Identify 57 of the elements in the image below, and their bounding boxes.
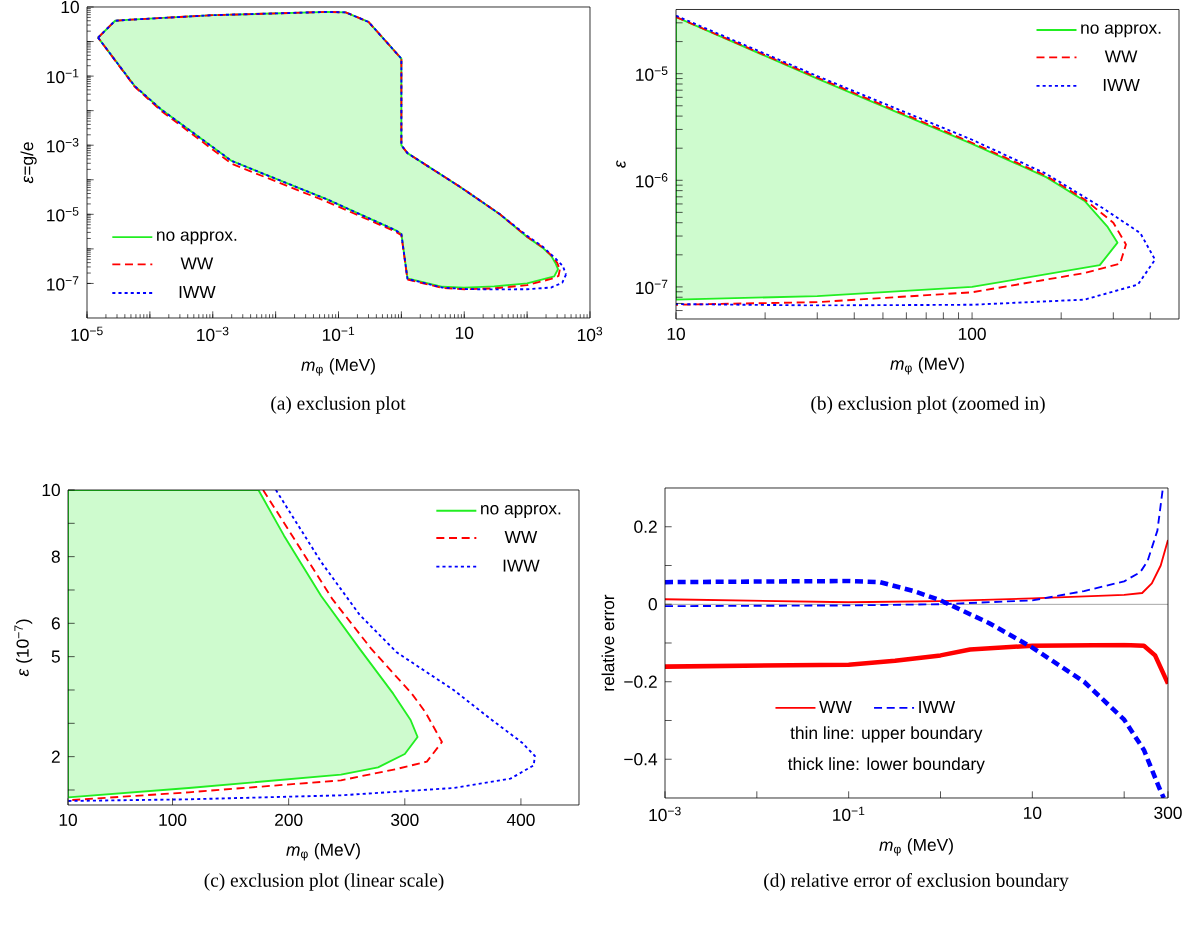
legend-label: WW xyxy=(819,700,852,713)
y-tick-label: 5 xyxy=(51,650,60,663)
y-tick-label: 10$^{−3}$ xyxy=(47,138,79,153)
y-tick-label: 0 xyxy=(648,598,657,611)
legend-label: no approx. xyxy=(481,505,561,518)
legend-label: no approx. xyxy=(1081,24,1161,38)
y-axis-title: ε xyxy=(616,160,626,168)
x-tick-label: 300 xyxy=(1154,806,1182,819)
x-tick-label: 10$^{−1}$ xyxy=(833,806,865,822)
y-tick-label: 10$^{−7}$ xyxy=(636,279,668,295)
x-axis-title: m$_{φ}$ (MeV) xyxy=(879,838,953,856)
text: (d) relative error of exclusion boundary xyxy=(764,873,1069,891)
text: (a) exclusion plot xyxy=(271,396,406,414)
y-tick-label: 10$^{−6}$ xyxy=(636,173,668,188)
legend-label: WW xyxy=(180,257,214,270)
y-tick-label: 10$^{−5}$ xyxy=(636,66,668,81)
text: (b) exclusion plot (zoomed in) xyxy=(811,396,1045,414)
y-tick-label: 10$^{−5}$ xyxy=(47,207,79,222)
x-axis-title: m$_{φ}$ (MeV) xyxy=(301,358,375,376)
y-tick-label: 10$^{−1}$ xyxy=(47,68,79,84)
x-axis-title: m$_{φ}$ (MeV) xyxy=(890,357,964,375)
x-tick-label: 200 xyxy=(275,813,303,826)
legend-label: IWW xyxy=(503,559,540,572)
y-tick-label: 10$^{−7}$ xyxy=(47,276,79,291)
x-tick-label: 10$^{−5}$ xyxy=(71,326,103,342)
legend-label: IWW xyxy=(179,286,216,298)
x-tick-label: 10$^{−1}$ xyxy=(322,326,355,342)
x-tick-label: 10$^{3}$ xyxy=(577,326,603,342)
y-tick-label: 0.2 xyxy=(634,520,657,533)
legend-label: IWW xyxy=(1103,78,1140,91)
x-tick-label: 10 xyxy=(667,327,685,340)
legend-label: IWW xyxy=(919,700,956,713)
legend-label: no approx. xyxy=(157,231,237,245)
y-tick-label: 2 xyxy=(51,750,60,763)
x-tick-label: 300 xyxy=(391,813,419,826)
x-tick-label: 10 xyxy=(1024,806,1042,819)
y-tick-label: −0.4 xyxy=(624,753,658,766)
x-tick-label: 100 xyxy=(958,327,986,340)
x-tick-label: 10$^{−3}$ xyxy=(649,806,681,822)
x-tick-label: 100 xyxy=(159,813,187,826)
legend-label: WW xyxy=(1104,50,1138,63)
y-tick-label: 10 xyxy=(42,483,60,497)
x-tick-label: 10$^{−3}$ xyxy=(197,326,229,342)
annotation: thin line: upper boundary xyxy=(790,726,983,743)
x-tick-label: 10 xyxy=(455,326,474,339)
y-axis-title: ε (10$^{−7}$) xyxy=(14,619,33,677)
x-axis-title: m$_{φ}$ (MeV) xyxy=(286,843,360,861)
y-tick-label: 8 xyxy=(51,550,60,563)
y-axis-title: relative error xyxy=(601,594,615,691)
legend-label: WW xyxy=(504,531,538,543)
annotation: thick line: lower boundary xyxy=(788,757,985,774)
text: (c) exclusion plot (linear scale) xyxy=(204,873,444,891)
y-tick-label: 10 xyxy=(61,0,79,14)
y-axis-title: ε=g/e xyxy=(20,142,37,184)
x-tick-label: 400 xyxy=(506,813,535,826)
y-tick-label: 6 xyxy=(51,617,60,630)
y-tick-label: −0.2 xyxy=(624,675,657,688)
